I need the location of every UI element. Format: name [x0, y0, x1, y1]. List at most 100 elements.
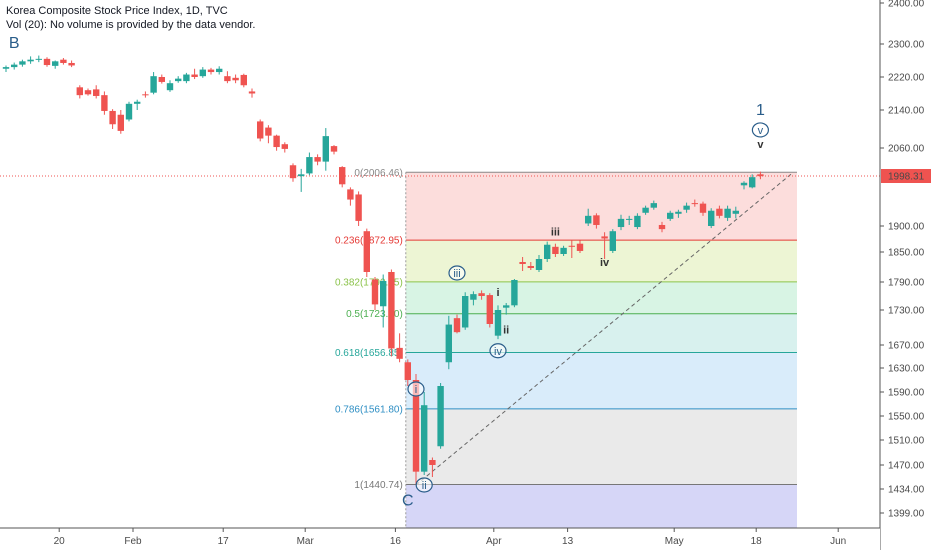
wave-label: C — [402, 492, 414, 509]
y-tick-label: 1900.00 — [888, 222, 925, 233]
time-axis: 20 Feb 17 Mar 16 Apr 13 May 18 Jun — [0, 527, 880, 550]
candle — [708, 208, 715, 229]
candle-body — [248, 91, 256, 94]
candle-body — [322, 136, 329, 162]
candle — [380, 274, 387, 328]
y-tick-label: 1399.00 — [888, 509, 925, 520]
candle-body — [2, 67, 10, 69]
candle-body — [298, 174, 305, 177]
candle-body — [289, 165, 297, 179]
candle-body — [207, 69, 215, 73]
candle — [183, 72, 190, 84]
wave-label: i — [496, 287, 499, 299]
candle — [150, 72, 157, 95]
candle-body — [445, 324, 452, 363]
candle — [248, 88, 256, 98]
candle — [257, 119, 264, 142]
wave-label: v — [758, 125, 764, 137]
candle — [552, 243, 559, 257]
candle — [232, 74, 239, 84]
candle — [691, 199, 698, 207]
candle — [429, 457, 436, 477]
candle — [11, 62, 18, 70]
volume-note: Vol (20): No volume is provided by the d… — [6, 19, 256, 31]
candle-body — [380, 281, 387, 307]
candle-body — [52, 61, 59, 66]
wave-label: iv — [600, 257, 610, 269]
candle-body — [691, 203, 698, 205]
candle-body — [199, 69, 206, 77]
y-tick-label: 2220.00 — [888, 73, 925, 84]
candle-body — [470, 294, 477, 300]
x-tick-label: Apr — [486, 536, 502, 547]
candle — [486, 293, 493, 328]
candle — [658, 221, 666, 233]
candle — [642, 205, 649, 215]
fib-retracement: 0(2006.46)0.236(1872.95)0.382(1790.35)0.… — [335, 168, 797, 528]
candle — [462, 292, 469, 330]
candle — [281, 142, 288, 153]
candle-body — [478, 293, 485, 296]
y-tick-label: 1670.00 — [888, 341, 925, 352]
candle — [478, 290, 485, 300]
candle-body — [265, 127, 272, 136]
candle-body — [699, 203, 707, 213]
fib-level-label: 0.618(1656.85) — [335, 348, 403, 359]
candle-body — [658, 224, 666, 230]
candle-body — [634, 215, 641, 228]
candle — [371, 277, 379, 310]
candle-body — [503, 305, 510, 308]
candle — [289, 163, 297, 182]
fib-zone — [405, 484, 797, 528]
candle — [93, 85, 100, 99]
candle-body — [708, 210, 715, 226]
candle — [298, 168, 305, 192]
fib-level-label: 0.786(1561.80) — [335, 404, 403, 415]
wave-label: B — [9, 35, 20, 52]
candle-body — [388, 272, 395, 349]
candle — [634, 213, 641, 230]
candle-body — [601, 236, 608, 239]
candle-body — [749, 177, 756, 188]
candle — [306, 152, 313, 176]
candle — [544, 241, 551, 262]
candle-body — [626, 218, 633, 220]
candle — [527, 262, 534, 270]
candle — [716, 205, 723, 219]
candle-body — [412, 380, 420, 472]
wave-circle — [751, 122, 770, 138]
candle-body — [609, 231, 616, 251]
fib-level-label: 1(1440.74) — [354, 480, 402, 491]
candle-body — [650, 203, 657, 208]
last-price-badge — [881, 169, 931, 183]
candle — [27, 56, 34, 64]
candle — [601, 232, 608, 259]
candle — [2, 65, 10, 73]
candle — [421, 392, 428, 475]
y-tick-label: 1550.00 — [888, 412, 925, 423]
candle-body — [68, 62, 75, 66]
candle — [617, 214, 625, 231]
candle — [757, 171, 764, 180]
price-axis: 2400.00 2300.00 2220.00 2140.00 2060.00 1998.… — [879, 0, 932, 550]
chart-title: Korea Composite Stock Price Index, 1D, T… — [6, 5, 228, 17]
x-tick-label: Feb — [124, 536, 142, 547]
candles — [2, 55, 764, 485]
wave-label: ii — [422, 480, 427, 492]
fib-zone — [405, 352, 797, 409]
candle — [191, 68, 198, 80]
candle-body — [675, 211, 682, 214]
candle — [339, 166, 346, 188]
candle-body — [60, 59, 67, 63]
y-tick-label: 1730.00 — [888, 306, 925, 317]
y-tick-label: 2400.00 — [888, 0, 925, 10]
candle — [101, 91, 108, 115]
candle-body — [158, 77, 165, 82]
candle — [650, 200, 657, 210]
candle — [84, 88, 92, 96]
candle-body — [257, 121, 264, 139]
candle-body — [519, 262, 526, 264]
